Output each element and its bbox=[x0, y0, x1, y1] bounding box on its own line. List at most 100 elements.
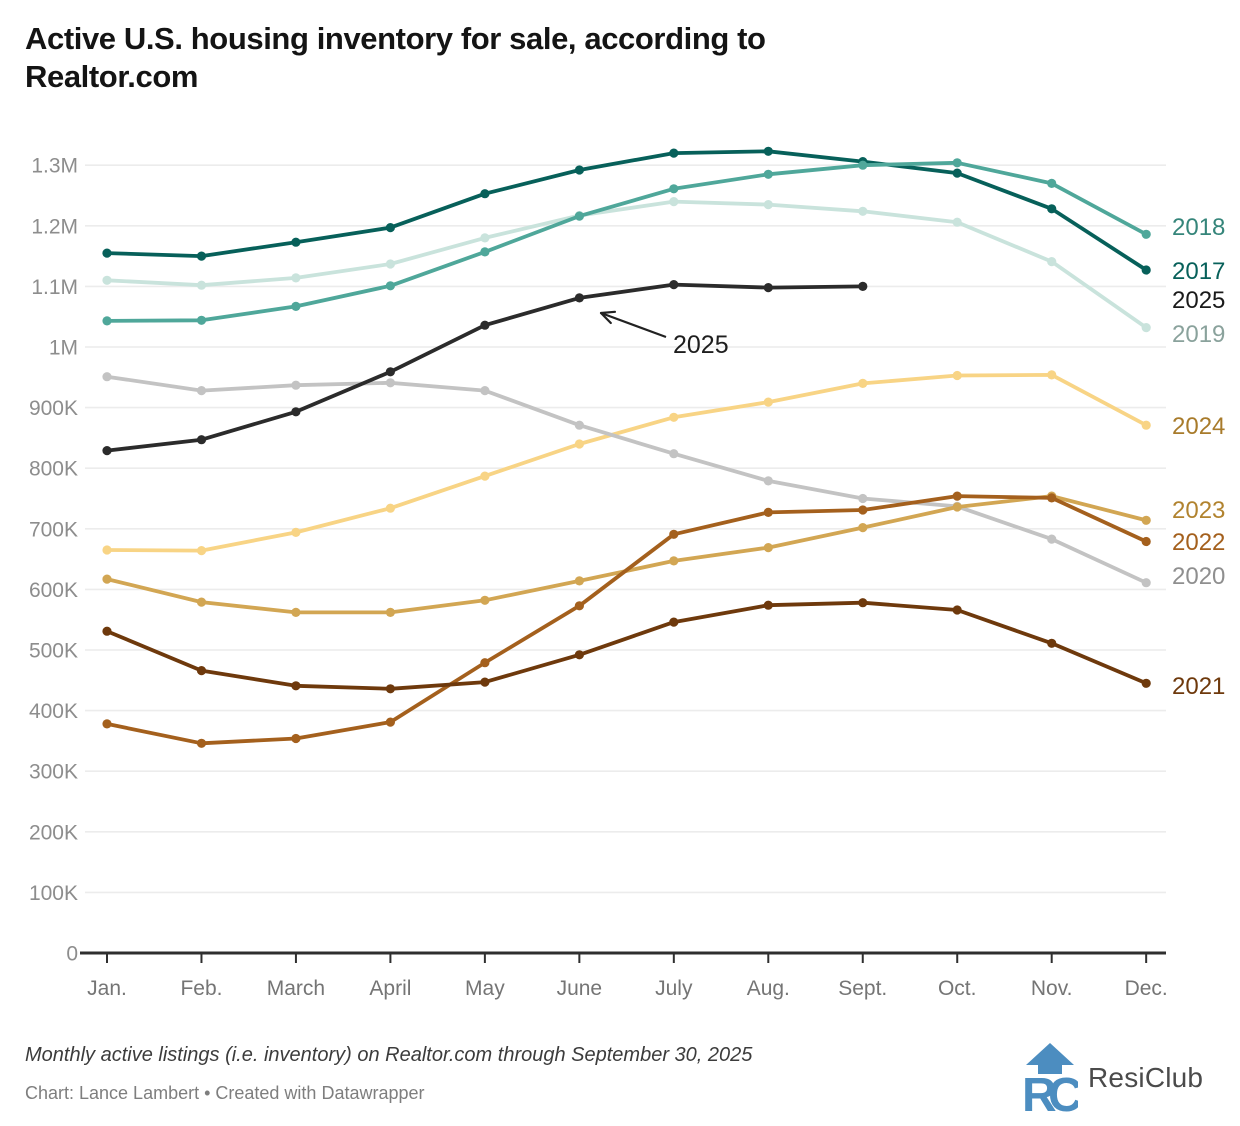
data-point bbox=[858, 160, 868, 170]
year-label-2017: 2017 bbox=[1172, 258, 1225, 285]
data-point bbox=[291, 380, 301, 390]
data-point bbox=[858, 378, 868, 388]
data-point bbox=[480, 658, 490, 668]
year-label-2022: 2022 bbox=[1172, 529, 1225, 556]
series-line-2020 bbox=[105, 374, 1149, 585]
data-point bbox=[385, 717, 395, 727]
data-point bbox=[858, 598, 868, 608]
data-point bbox=[385, 367, 395, 377]
data-point bbox=[858, 505, 868, 515]
data-point bbox=[1047, 257, 1057, 267]
y-tick-label: 300K bbox=[29, 761, 78, 784]
data-point bbox=[763, 397, 773, 407]
data-point bbox=[763, 169, 773, 179]
data-point bbox=[574, 650, 585, 660]
data-point bbox=[574, 211, 585, 221]
data-point bbox=[102, 372, 112, 382]
data-point bbox=[385, 259, 395, 269]
data-point bbox=[763, 507, 773, 517]
data-point bbox=[952, 168, 962, 178]
data-point bbox=[763, 600, 773, 610]
data-point bbox=[291, 733, 301, 744]
series-2023 bbox=[102, 491, 1151, 618]
data-point bbox=[385, 684, 395, 694]
data-point bbox=[196, 280, 207, 290]
annotation-text: 2025 bbox=[673, 331, 729, 359]
series-2019 bbox=[102, 197, 1151, 333]
data-point bbox=[385, 223, 395, 233]
y-tick-label: 200K bbox=[29, 821, 78, 844]
data-point bbox=[196, 666, 207, 676]
x-tick-label: July bbox=[655, 977, 693, 1000]
x-axis-labels: Jan. Feb. March April May June July Aug. Sept. Oc… bbox=[87, 977, 1168, 1000]
data-point bbox=[196, 738, 207, 748]
data-point bbox=[196, 546, 207, 556]
data-point bbox=[952, 370, 962, 381]
data-point bbox=[1047, 638, 1057, 648]
data-point bbox=[291, 527, 301, 538]
data-point bbox=[669, 148, 679, 158]
series-2017 bbox=[102, 146, 1151, 275]
data-point bbox=[858, 523, 868, 533]
data-point bbox=[669, 449, 679, 459]
data-point bbox=[669, 529, 679, 539]
y-tick-label: 900K bbox=[29, 397, 78, 420]
data-point bbox=[858, 206, 868, 216]
data-point bbox=[763, 283, 773, 293]
year-label-2021: 2021 bbox=[1172, 673, 1225, 700]
x-tick-label: Dec. bbox=[1125, 977, 1168, 1000]
data-point bbox=[480, 595, 490, 605]
y-tick-label: 1.3M bbox=[31, 155, 78, 178]
x-tick-label: Jan. bbox=[87, 977, 127, 1000]
data-point bbox=[1047, 178, 1057, 188]
data-point bbox=[102, 574, 112, 584]
line-chart: 0 100K 200K 300K 400K 500K 600K 700K 800K 900K 1M 1… bbox=[29, 146, 1225, 1000]
x-tick-label: April bbox=[369, 977, 411, 1000]
data-point bbox=[102, 719, 112, 729]
data-point bbox=[385, 607, 395, 618]
data-point bbox=[1141, 578, 1151, 588]
data-point bbox=[763, 146, 773, 156]
year-label-2020: 2020 bbox=[1172, 563, 1225, 590]
data-point bbox=[291, 301, 301, 311]
data-point bbox=[480, 233, 490, 243]
x-tick-label: Nov. bbox=[1031, 977, 1073, 1000]
data-point bbox=[574, 420, 585, 430]
data-point bbox=[480, 247, 490, 257]
data-point bbox=[196, 386, 207, 396]
data-point bbox=[574, 439, 585, 449]
data-point bbox=[1141, 515, 1151, 525]
data-point bbox=[291, 681, 301, 691]
series-line-2021 bbox=[105, 600, 1149, 691]
y-tick-label: 800K bbox=[29, 458, 78, 481]
data-point bbox=[1141, 229, 1151, 239]
data-point bbox=[102, 248, 112, 258]
resiclub-logo-text: ResiClub bbox=[1088, 1062, 1204, 1093]
x-axis bbox=[80, 951, 1166, 963]
data-point bbox=[385, 378, 395, 388]
data-point bbox=[574, 293, 585, 303]
data-point bbox=[952, 605, 962, 615]
y-tick-label: 500K bbox=[29, 640, 78, 663]
data-point bbox=[196, 597, 207, 607]
data-point bbox=[669, 280, 679, 290]
data-point bbox=[1047, 493, 1057, 503]
y-axis-labels: 0 100K 200K 300K 400K 500K 600K 700K 800K 900K 1M 1… bbox=[29, 155, 78, 966]
y-tick-label: 1.2M bbox=[31, 215, 78, 238]
data-point bbox=[102, 626, 112, 636]
data-point bbox=[102, 545, 112, 555]
chart-attribution: Chart: Lance Lambert • Created with Data… bbox=[25, 1083, 425, 1103]
series-line-2018 bbox=[105, 160, 1149, 323]
data-point bbox=[102, 316, 112, 326]
data-point bbox=[1141, 323, 1151, 333]
data-point bbox=[196, 315, 207, 325]
x-tick-label: Feb. bbox=[180, 977, 222, 1000]
y-tick-label: 1M bbox=[49, 337, 78, 360]
data-point bbox=[763, 200, 773, 210]
resiclub-logo-mark: R C bbox=[1022, 1043, 1078, 1114]
data-point bbox=[196, 251, 207, 261]
data-point bbox=[1047, 370, 1057, 380]
series-2025 bbox=[102, 280, 868, 456]
data-point bbox=[669, 556, 679, 566]
house-arrow-icon bbox=[1026, 1043, 1074, 1074]
